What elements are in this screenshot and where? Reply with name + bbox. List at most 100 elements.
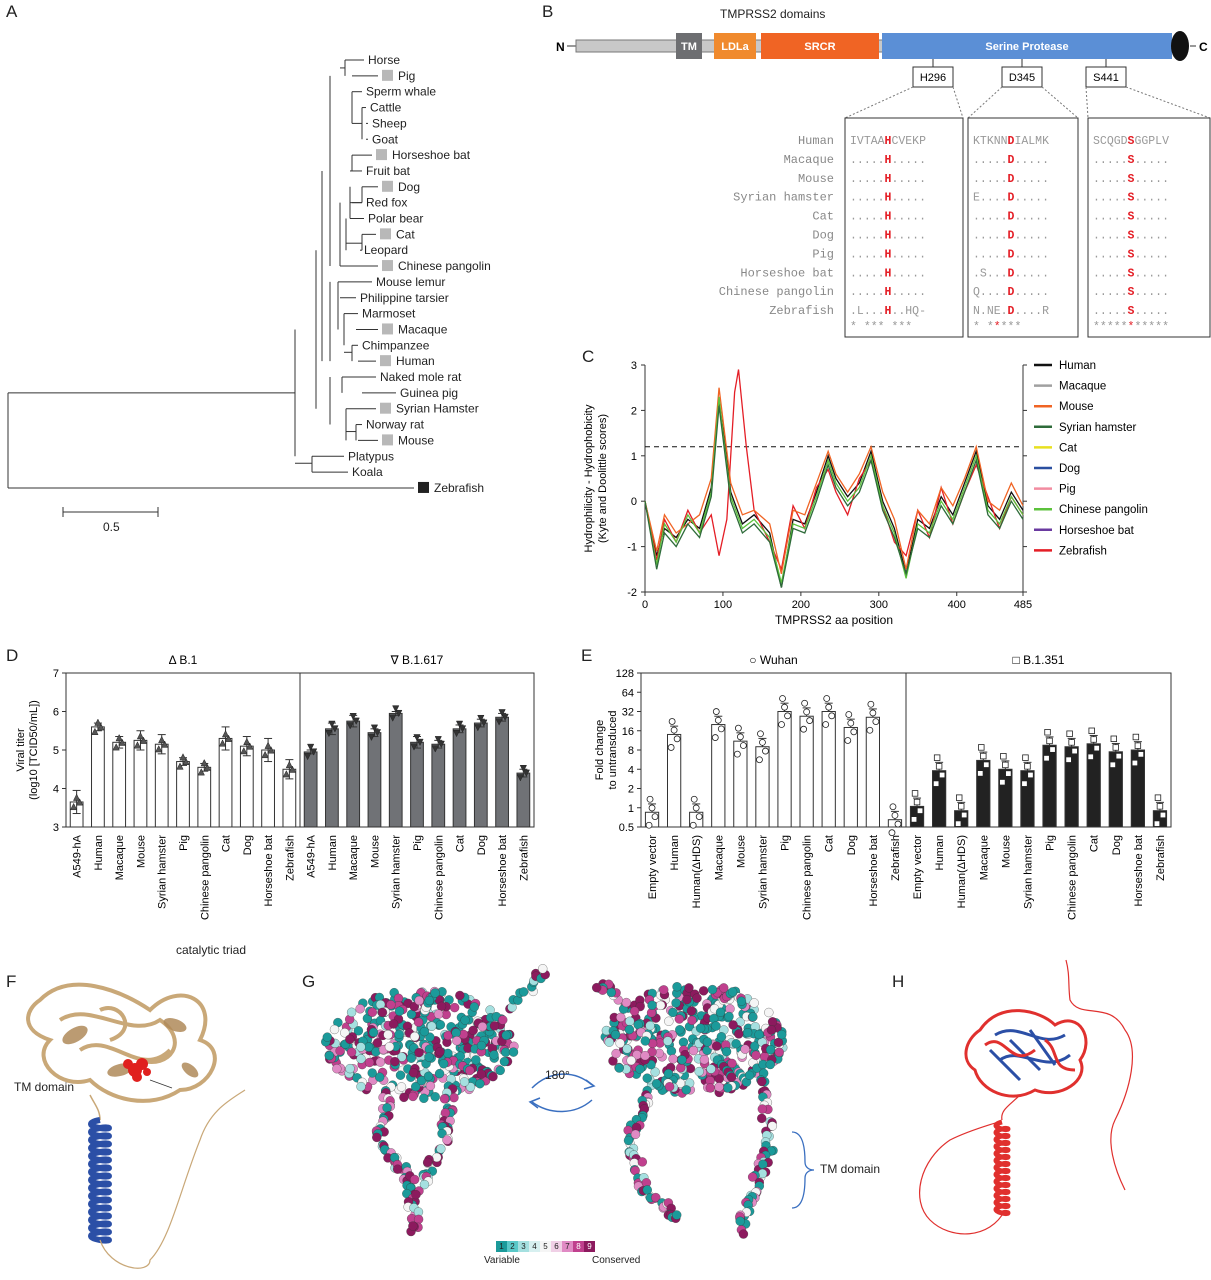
c-ytick: 1 (631, 451, 637, 463)
alignment-seq: .....H..... (850, 192, 926, 205)
taxon-platypus: Platypus (348, 449, 394, 463)
e-point (1043, 755, 1050, 762)
e-point (1154, 794, 1162, 801)
alignment-seq: .....H..... (850, 248, 926, 261)
alignment-seq: SCQGDSGGPLV (1093, 135, 1169, 148)
e-xtick-pig: Pig (1045, 835, 1057, 851)
taxon-horseshoe-bat: Horseshoe bat (392, 148, 471, 162)
d-bar-dog-2 (473, 722, 488, 828)
e-point (717, 725, 725, 733)
e-point (714, 716, 722, 724)
c-terminal-glyph (1171, 31, 1189, 61)
catalytic-triad-label: catalytic triad (176, 943, 247, 957)
e-point (1024, 763, 1031, 770)
e-bar-human-2 (932, 770, 947, 828)
d-point (158, 735, 166, 744)
d-point (218, 739, 227, 747)
taxon-horse: Horse (368, 53, 400, 67)
e-point (844, 737, 852, 744)
e-point (978, 744, 985, 751)
d-ytick: 7 (53, 668, 59, 680)
d-xtick-chinese-pangolin: Chinese pangolin (433, 835, 445, 920)
e-point (646, 795, 654, 803)
d-point (477, 714, 485, 723)
d-ylabel-2: (log10 [TCID50/mL]) (28, 700, 40, 800)
alignment-seq: .....S..... (1093, 305, 1169, 318)
e-point (828, 712, 836, 720)
d-xtick-human: Human (93, 835, 105, 870)
d-point (285, 760, 293, 769)
scale-cell-3: 3 (518, 1241, 529, 1252)
d-point (458, 725, 467, 733)
e-point (1046, 737, 1053, 745)
taxon-dog: Dog (398, 180, 420, 194)
d-point (522, 769, 530, 777)
site-box-h296 (912, 66, 954, 88)
d-bar-chinese-pangolin-1 (197, 766, 212, 828)
species-chinese-pangolin: Chinese pangolin (719, 285, 834, 299)
panel-g: G 180° TM domain 1 2 3 4 5 6 7 8 9 Varia… (300, 940, 890, 1280)
alignment-seq: .....D..... (973, 173, 1049, 186)
domain-tm (676, 33, 702, 59)
alignment-seq: .....S..... (1093, 286, 1169, 299)
panel-letter-c: C (582, 347, 595, 366)
site-label-s441: S441 (1093, 72, 1119, 84)
e-point (910, 816, 918, 823)
e-point (734, 724, 742, 732)
e-point (712, 708, 720, 715)
species-horseshoe-bat: Horseshoe bat (740, 266, 834, 280)
marker-chinese-pangolin (382, 260, 393, 272)
legend-label-cat: Cat (1059, 442, 1078, 454)
e-ylabel-2: to untransduced (607, 711, 619, 790)
e-point (692, 804, 700, 812)
taxon-guinea-pig: Guinea pig (400, 386, 458, 400)
c-terminus: C (1199, 40, 1208, 54)
n-terminus: N (556, 40, 565, 54)
taxon-marmoset: Marmoset (362, 307, 416, 321)
d-point (325, 729, 333, 738)
d-xtick-dog: Dog (476, 835, 488, 855)
e-point (1109, 761, 1116, 768)
d-point (91, 727, 99, 735)
scale-cell-4: 4 (529, 1241, 540, 1252)
d-point (197, 768, 205, 776)
taxon-macaque: Macaque (398, 322, 448, 336)
d-point (161, 740, 169, 748)
site-label-h296: H296 (920, 72, 946, 84)
taxon-fruit-bat: Fruit bat (366, 164, 411, 178)
marker-mouse (382, 434, 393, 446)
d-point (367, 733, 376, 742)
protein-structure-h (919, 959, 1133, 1235)
e-ytick: 32 (622, 707, 634, 719)
e-group-2-label: □ B.1.351 (1013, 653, 1065, 667)
marker-cat (380, 228, 391, 240)
e-point (1090, 736, 1097, 743)
domain-diagram: N TM LDLa SRCR Serine Protease C H296 D345 S441 H… (556, 31, 1211, 338)
d-point (182, 757, 190, 765)
d-xtick-pig: Pig (178, 835, 190, 851)
e-point (1137, 751, 1145, 758)
d-point (240, 747, 248, 755)
e-ytick: 1 (628, 803, 634, 815)
e-point (1087, 753, 1094, 760)
e-point (759, 738, 766, 746)
e-point (645, 821, 653, 829)
d-bar-a549-ha-2 (303, 751, 318, 828)
e-point (651, 813, 659, 820)
d-point (267, 746, 275, 754)
taxon-cat: Cat (396, 227, 415, 241)
e-point (958, 803, 965, 810)
d-point (352, 717, 360, 725)
legend-label-dog: Dog (1059, 463, 1080, 475)
viral-titer-chart: 3 4 5 6 7 A549-hA Human Macaque Mouse Syrian hams… (15, 653, 535, 920)
e-point (1159, 811, 1167, 819)
e-point (668, 718, 676, 725)
taxon-sperm-whale: Sperm whale (366, 85, 436, 99)
e-xtick-macaque: Macaque (978, 835, 990, 880)
taxon-cattle: Cattle (370, 101, 402, 115)
d-bar-macaque-2 (346, 720, 361, 828)
d-xtick-macaque: Macaque (348, 835, 360, 880)
e-point (845, 711, 853, 718)
d-point (246, 742, 254, 750)
d-point (519, 765, 527, 773)
